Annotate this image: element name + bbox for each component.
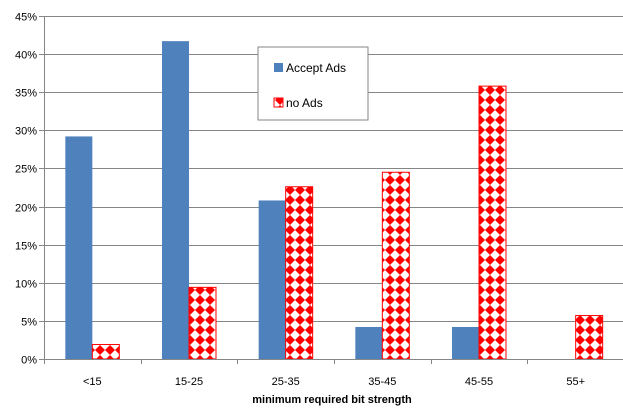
- legend-swatch: [273, 97, 284, 108]
- gridlines: [44, 16, 623, 322]
- legend: Accept Ads no Ads: [257, 46, 369, 121]
- bar-accept-ads: [452, 326, 479, 359]
- bar-accept-ads: [65, 136, 93, 359]
- bar-no-ads: [285, 186, 314, 360]
- bar-accept-ads: [162, 41, 189, 360]
- bar-no-ads: [575, 315, 604, 360]
- y-tick-label: 0%: [21, 355, 37, 367]
- bar-no-ads: [91, 344, 120, 360]
- y-tick-label: 35%: [15, 88, 37, 100]
- bars: [65, 41, 604, 360]
- y-tick-label: 40%: [15, 50, 37, 62]
- x-axis-label: minimum required bit strength: [252, 394, 412, 406]
- y-tick-label: 5%: [21, 317, 37, 329]
- x-tick-label: 45-55: [465, 376, 493, 388]
- x-tick-label: 55+: [566, 376, 585, 388]
- bar-accept-ads: [258, 200, 286, 359]
- legend-swatch: [274, 63, 283, 72]
- y-tick-label: 10%: [15, 279, 37, 291]
- y-tick-label: 25%: [15, 164, 37, 176]
- y-tick-label: 45%: [15, 12, 37, 24]
- bar-no-ads: [381, 171, 410, 360]
- x-tick-label: <15: [83, 376, 102, 388]
- y-tick-label: 30%: [15, 126, 37, 138]
- bar-no-ads: [478, 85, 507, 360]
- legend-label: no Ads: [286, 96, 323, 110]
- legend-label: Accept Ads: [286, 61, 346, 75]
- x-tick-label: 25-35: [272, 376, 300, 388]
- bar-accept-ads: [355, 326, 383, 359]
- y-axis-ticks: 0% 5% 10% 15% 20% 25% 30% 35% 40% 45%: [15, 12, 44, 367]
- y-tick-label: 20%: [15, 203, 37, 215]
- x-tick-label: 15-25: [175, 376, 203, 388]
- bar-no-ads: [188, 286, 217, 360]
- x-axis-ticks: <15 15-25 25-35 35-45 45-55 55+: [44, 359, 585, 388]
- legend-box: [257, 46, 369, 121]
- y-tick-label: 15%: [15, 241, 37, 253]
- x-tick-label: 35-45: [368, 376, 396, 388]
